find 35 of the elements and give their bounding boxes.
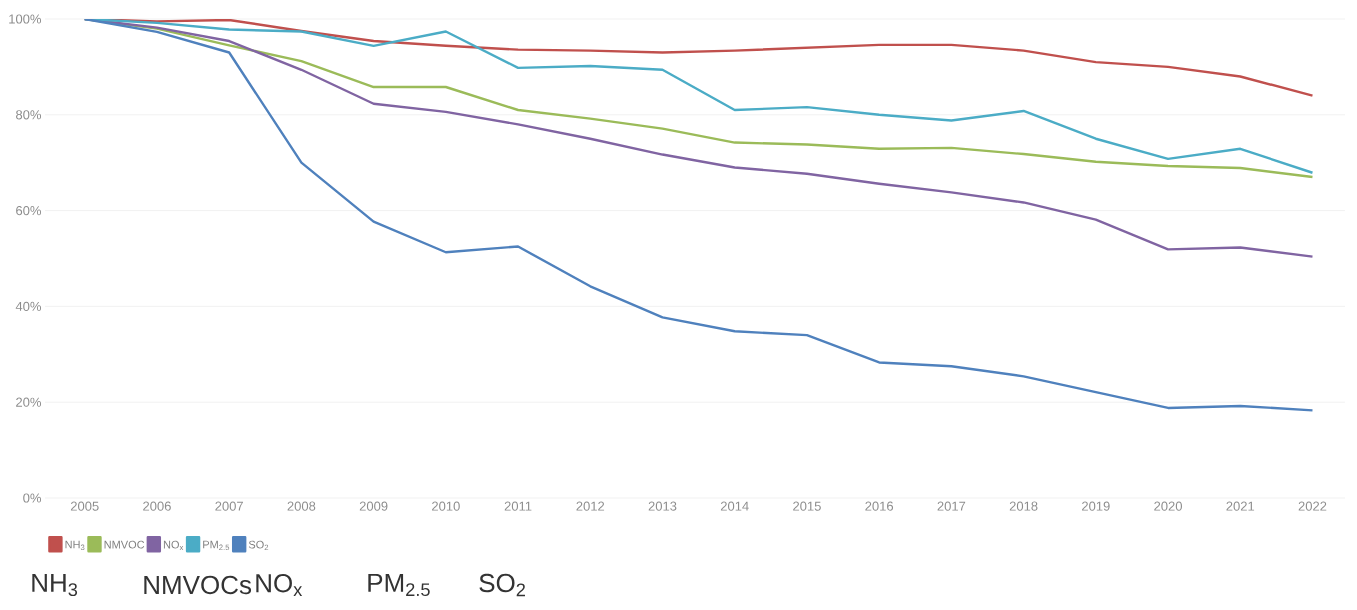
legend-label: NMVOC: [104, 540, 145, 549]
x-tick-label: 2016: [865, 501, 894, 511]
x-tick-label: 2010: [432, 501, 460, 511]
text: NO$_{x}$: [256, 574, 303, 596]
y-tick-label: 0%: [23, 493, 42, 503]
x-tick-label: 2021: [1226, 501, 1255, 511]
text: NH$_{3}$: [32, 573, 78, 597]
x-tick-label: 2008: [287, 501, 316, 511]
x-tick-label: 2009: [359, 501, 388, 511]
text: PM$_{2.5}$: [368, 573, 430, 597]
legend-label: NH$_{3}$: [65, 540, 85, 551]
x-tick-label: 2022: [1298, 501, 1327, 511]
y-tick-label: 60%: [16, 205, 42, 216]
legend-label: PM$_{2.5}$: [203, 540, 230, 551]
x-tick-label: 2020: [1154, 501, 1182, 511]
x-tick-label: 2006: [143, 501, 171, 511]
x-tick-label: 2014: [720, 501, 749, 511]
y-tick-label: 20%: [16, 397, 42, 407]
text: NMVOCs: [144, 575, 252, 595]
text: SO$_{2}$: [479, 573, 525, 597]
x-tick-label: 2011: [504, 501, 532, 511]
x-tick-label: 2005: [70, 501, 99, 511]
x-tick-label: 2019: [1082, 501, 1110, 511]
x-tick-label: 2017: [937, 501, 966, 511]
x-tick-label: 2015: [793, 501, 821, 511]
x-tick-label: 2012: [576, 501, 605, 511]
legend-label: NO$_{x}$: [163, 540, 184, 551]
line-series: [83, 18, 1314, 412]
y-tick-label: 40%: [15, 301, 42, 311]
x-tick-label: 2013: [648, 501, 677, 511]
y-tick-label: 100%: [9, 14, 42, 24]
legend-label: SO$_{2}$: [248, 540, 269, 551]
x-tick-label: 2018: [1009, 501, 1038, 511]
x-tick-label: 2007: [215, 501, 243, 511]
y-tick-label: 80%: [16, 110, 42, 120]
